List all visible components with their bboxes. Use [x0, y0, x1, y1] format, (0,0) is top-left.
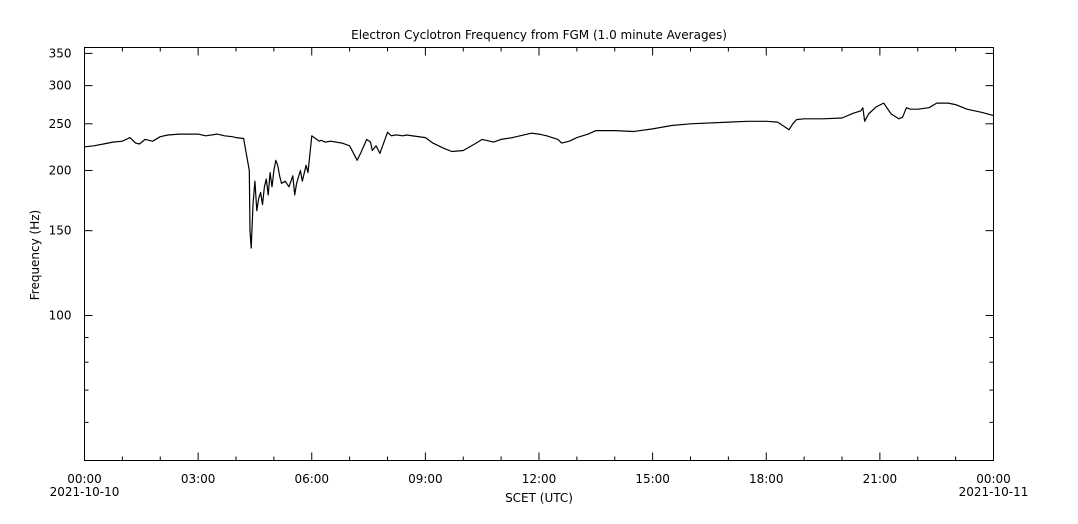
- x-tick-label: 18:00: [749, 472, 784, 486]
- y-axis-label: Frequency (Hz): [28, 210, 42, 301]
- x-tick-label: 15:00: [635, 472, 670, 486]
- y-tick-label: 150: [49, 224, 72, 238]
- x-tick-label: 00:00: [67, 472, 102, 486]
- x-tick-label: 00:00: [976, 472, 1011, 486]
- y-tick-label: 250: [49, 117, 72, 131]
- y-axis-ticks: 100 150 200 250 300 350: [49, 46, 994, 423]
- y-tick-label: 350: [49, 46, 72, 60]
- x-tick-label: 12:00: [522, 472, 557, 486]
- x-tick-label: 06:00: [294, 472, 329, 486]
- plot-area-frame: [84, 47, 994, 461]
- x-tick-label: 03:00: [181, 472, 216, 486]
- x-tick-date-label: 2021-10-11: [959, 485, 1029, 499]
- series-line: [84, 102, 994, 249]
- x-tick-date-label: 2021-10-10: [50, 485, 120, 499]
- y-tick-label: 200: [49, 163, 72, 177]
- y-tick-label: 300: [49, 79, 72, 93]
- x-tick-label: 21:00: [863, 472, 898, 486]
- chart-title: Electron Cyclotron Frequency from FGM (1…: [351, 28, 727, 42]
- x-axis-label: SCET (UTC): [505, 491, 573, 505]
- y-tick-label: 100: [49, 308, 72, 322]
- series-group: [84, 102, 994, 249]
- x-tick-label: 09:00: [408, 472, 443, 486]
